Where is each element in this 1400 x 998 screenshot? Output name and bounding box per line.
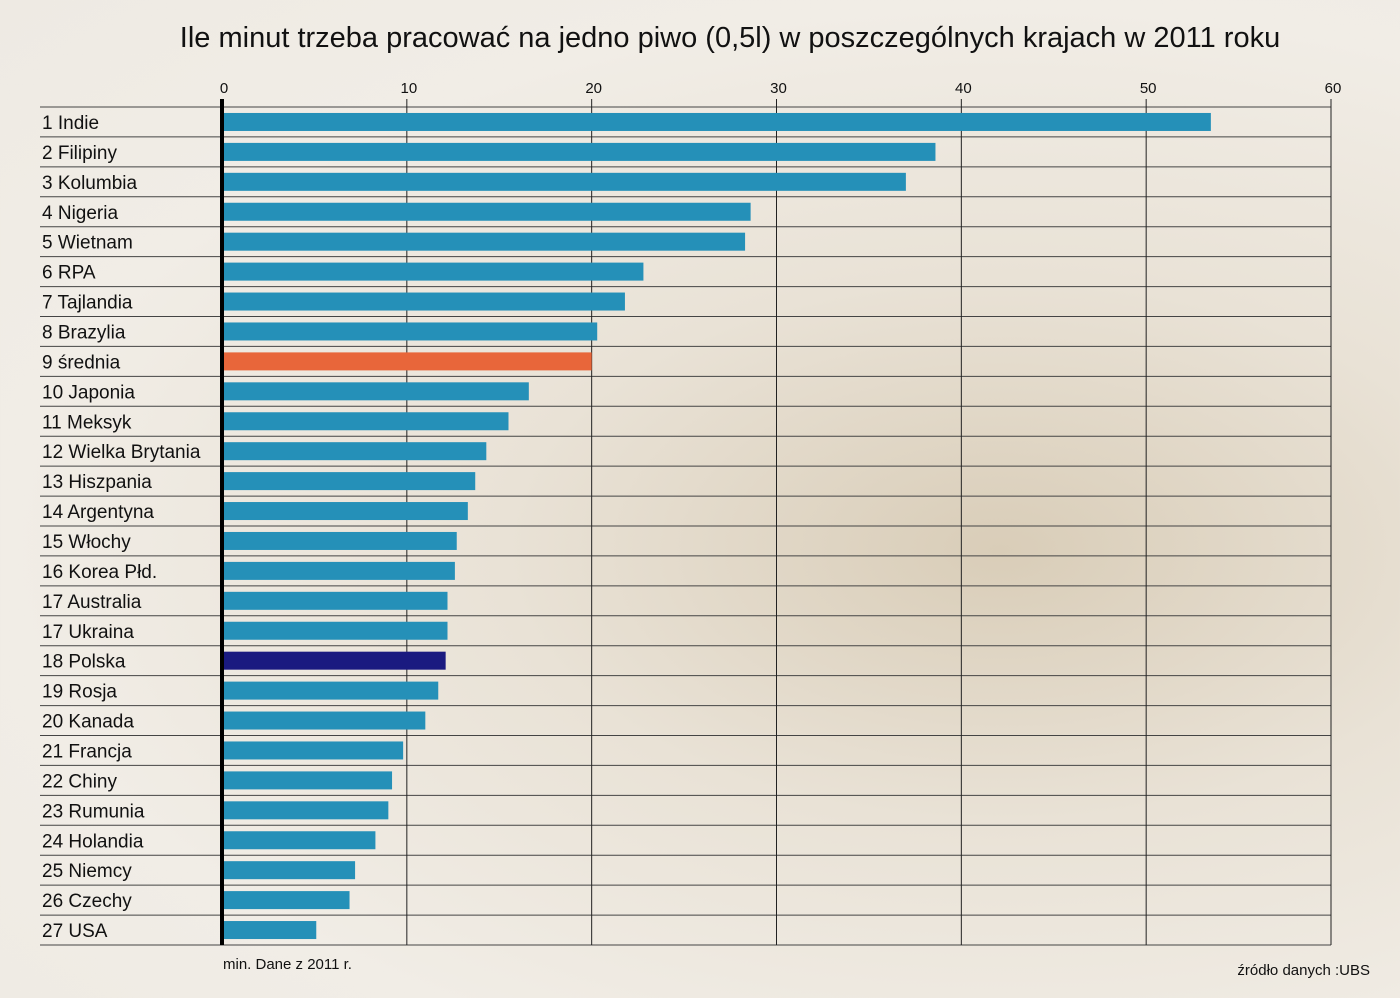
bar — [222, 831, 376, 850]
bar — [222, 472, 476, 491]
category-label: 4 Nigeria — [42, 203, 118, 224]
category-label: 10 Japonia — [42, 382, 135, 403]
bar — [222, 891, 350, 910]
chart-title: Ile minut trzeba pracować na jedno piwo … — [179, 22, 1281, 54]
category-label: 8 Brazylia — [42, 322, 126, 343]
category-label: 21 Francja — [42, 741, 132, 762]
category-label: 20 Kanada — [42, 712, 134, 733]
x-tick-label: 60 — [1325, 80, 1342, 97]
bar — [222, 382, 529, 401]
category-label: 15 Włochy — [42, 532, 131, 553]
category-label: 13 Hiszpania — [42, 472, 152, 493]
category-label: 6 RPA — [42, 263, 96, 284]
category-label: 22 Chiny — [42, 771, 117, 792]
bar — [222, 801, 389, 820]
bar — [222, 112, 1211, 131]
category-label: 27 USA — [42, 921, 108, 942]
category-label: 3 Kolumbia — [42, 173, 137, 194]
x-tick-label: 10 — [400, 80, 417, 97]
bar — [222, 292, 625, 311]
category-label: 24 Holandia — [42, 831, 144, 852]
category-label: 9 średnia — [42, 352, 121, 373]
category-label: 19 Rosja — [42, 682, 117, 703]
bar — [222, 172, 906, 191]
bar — [222, 741, 404, 760]
x-tick-label: 50 — [1140, 80, 1157, 97]
category-label: 25 Niemcy — [42, 861, 132, 882]
bar — [222, 621, 448, 640]
category-label: 7 Tajlandia — [42, 293, 133, 314]
x-tick-label: 0 — [220, 80, 228, 97]
category-label: 16 Korea Płd. — [42, 562, 157, 583]
bar — [222, 202, 751, 221]
bar — [222, 142, 936, 161]
category-label: 5 Wietnam — [42, 233, 133, 254]
x-tick-label: 30 — [770, 80, 787, 97]
bar — [222, 352, 592, 371]
category-label: 17 Australia — [42, 592, 142, 613]
bar — [222, 442, 487, 461]
bar — [222, 232, 746, 251]
bar — [222, 531, 457, 550]
bar — [222, 262, 644, 281]
bar — [222, 591, 448, 610]
category-label: 23 Rumunia — [42, 801, 145, 822]
category-label: 14 Argentyna — [42, 502, 154, 523]
bar — [222, 412, 509, 431]
x-tick-label: 40 — [955, 80, 972, 97]
bar — [222, 651, 446, 670]
category-label: 18 Polska — [42, 652, 126, 673]
unit-note: min. Dane z 2011 r. — [223, 956, 352, 973]
bar — [222, 711, 426, 730]
x-tick-label: 20 — [585, 80, 602, 97]
category-label: 17 Ukraina — [42, 622, 134, 643]
bar — [222, 681, 439, 700]
bar — [222, 502, 468, 521]
bar — [222, 561, 455, 580]
bar — [222, 322, 598, 341]
category-label: 12 Wielka Brytania — [42, 442, 201, 463]
bar — [222, 861, 356, 880]
bar — [222, 921, 317, 940]
category-label: 2 Filipiny — [42, 143, 117, 164]
source-note: źródło danych :UBS — [1237, 962, 1370, 979]
bar — [222, 771, 393, 790]
category-label: 1 Indie — [42, 113, 99, 134]
category-label: 11 Meksyk — [42, 412, 132, 433]
category-label: 26 Czechy — [42, 891, 132, 912]
